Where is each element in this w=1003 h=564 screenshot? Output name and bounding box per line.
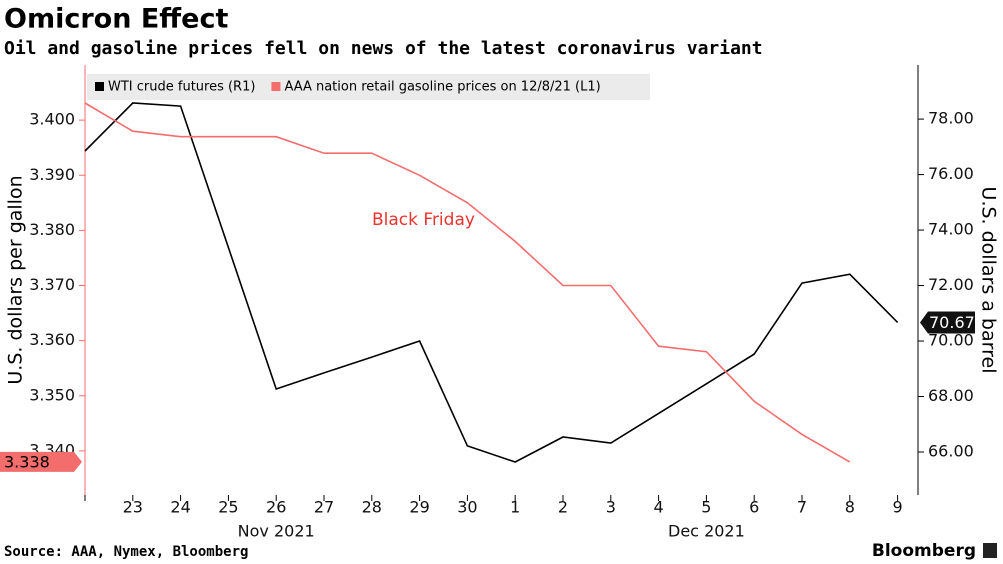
end-tag-label: 70.67: [929, 313, 975, 332]
x-tick-label: 28: [362, 498, 382, 517]
legend-label: WTI crude futures (R1): [108, 80, 255, 95]
y-tick-label: 3.350: [29, 385, 75, 404]
y2-tick-label: 68.00: [928, 386, 974, 405]
x-tick-label: 8: [845, 498, 855, 517]
y2-tick-label: 78.00: [928, 109, 974, 128]
y-tick-label: 3.370: [29, 275, 75, 294]
x-group-label: Nov 2021: [238, 522, 315, 541]
line-series: [84, 102, 899, 463]
x-tick-label: 2: [558, 498, 568, 517]
y-tick-label: 3.400: [29, 110, 75, 129]
y2-tick-label: 76.00: [928, 164, 974, 183]
y2-tick-label: 72.00: [928, 275, 974, 294]
x-tick-label: 23: [123, 498, 143, 517]
y-axis-label: U.S. dollars per gallon: [5, 175, 27, 384]
y2-axis-label: U.S. dollars a barrel: [978, 187, 1000, 374]
x-tick-label: 6: [749, 498, 759, 517]
x-tick-label: 4: [654, 498, 664, 517]
end-tag: [920, 311, 975, 334]
line-series: [84, 102, 851, 463]
x-tick-label: 24: [170, 498, 190, 517]
brand: Bloomberg: [872, 541, 976, 561]
end-tag: [0, 451, 82, 472]
x-tick-label: 7: [797, 498, 807, 517]
x-tick-label: 26: [266, 498, 286, 517]
x-group-label: Dec 2021: [668, 522, 745, 541]
y2-tick-label: 70.00: [928, 331, 974, 350]
legend-box: [87, 74, 650, 100]
y-tick-label: 3.360: [29, 330, 75, 349]
legend-swatch: [271, 82, 281, 91]
y2-tick-label: 66.00: [928, 442, 974, 461]
source: Source: AAA, Nymex, Bloomberg: [4, 544, 248, 560]
x-tick-label: 30: [457, 498, 477, 517]
x-tick-label: 25: [218, 498, 238, 517]
x-tick-label: 29: [409, 498, 429, 517]
x-tick-label: 1: [510, 498, 520, 517]
legend-label: AAA nation retail gasoline prices on 12/…: [284, 80, 600, 95]
annotation: Black Friday: [372, 210, 475, 230]
chart-subtitle: Oil and gasoline prices fell on news of …: [4, 38, 763, 59]
chart-title: Omicron Effect: [4, 4, 228, 35]
legend-swatch: [95, 82, 104, 91]
x-tick-label: 27: [314, 498, 334, 517]
y-tick-label: 3.390: [29, 165, 75, 184]
brand-icon: [983, 543, 997, 558]
end-tag-label: 3.338: [4, 452, 50, 471]
x-tick-label: 5: [701, 498, 711, 517]
x-tick-label: 9: [893, 498, 903, 517]
y2-tick-label: 74.00: [928, 220, 974, 239]
x-tick-label: 3: [606, 498, 616, 517]
y-tick-label: 3.380: [29, 220, 75, 239]
